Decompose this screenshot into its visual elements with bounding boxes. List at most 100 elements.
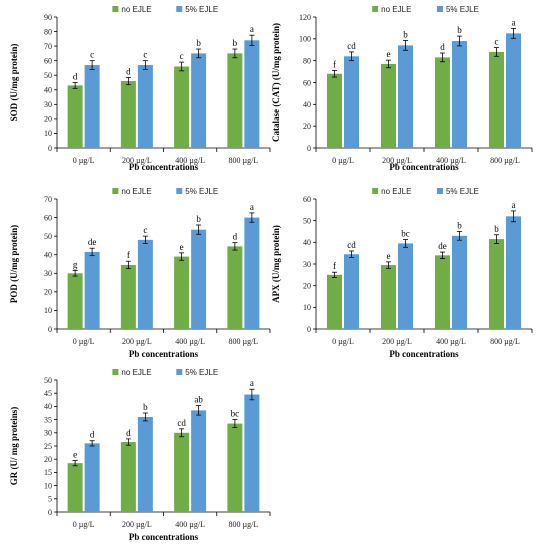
x-tick-label: 0 µg/L — [73, 156, 95, 165]
legend-swatch — [436, 188, 443, 194]
significance-letter: c — [143, 225, 147, 235]
bar — [381, 265, 396, 329]
y-tick-label: 10 — [303, 303, 311, 312]
panel-pod-chart: 0 10 20 30 40 50 60 70 0 µg/L 200 µg/L 400 µg/L 800… — [9, 187, 271, 359]
significance-letter: d — [126, 428, 131, 438]
significance-letter: e — [387, 251, 391, 261]
y-tick-label: 20 — [303, 281, 311, 290]
bar — [244, 394, 260, 512]
y-tick-label: 20 — [44, 115, 52, 124]
bar — [452, 235, 467, 329]
x-axis-title: Pb concentrations — [129, 162, 199, 172]
bar — [435, 57, 450, 149]
y-tick-label: 35 — [44, 415, 52, 424]
significance-letter: b — [196, 38, 201, 48]
significance-letter: b — [196, 214, 201, 224]
legend-label: 5% EJLE — [185, 187, 218, 196]
y-tick-label: 0 — [48, 325, 52, 334]
bar — [344, 254, 359, 329]
y-tick-label: 30 — [44, 269, 52, 278]
x-tick-label: 800 µg/L — [490, 156, 520, 165]
x-axis-title: Pb concentrations — [389, 349, 459, 359]
bar — [244, 217, 260, 329]
legend-label: no EJLE — [121, 368, 151, 377]
bar — [137, 65, 153, 148]
legend-label: no EJLE — [121, 187, 151, 196]
y-tick-label: 50 — [303, 216, 311, 225]
significance-letter: b — [457, 221, 462, 231]
bar — [244, 40, 260, 148]
y-tick-label: 90 — [44, 13, 52, 22]
x-tick-label: 0 µg/L — [332, 337, 354, 346]
significance-letter: bc — [401, 229, 410, 239]
y-tick-label: 50 — [44, 376, 52, 385]
legend-label: 5% EJLE — [185, 5, 218, 14]
y-tick-label: 0 — [48, 144, 52, 153]
y-tick-label: 60 — [303, 78, 311, 87]
y-tick-label: 70 — [44, 195, 52, 204]
bar — [67, 273, 83, 329]
y-tick-label: 40 — [44, 86, 52, 95]
y-tick-label: 80 — [303, 56, 311, 65]
significance-letter: b — [457, 25, 462, 35]
x-tick-label: 200 µg/L — [122, 520, 152, 529]
bar — [506, 33, 521, 148]
panel-apx-chart: 0 10 20 30 40 50 60 0 µg/L 200 µg/L 400 µg/L 800 µ… — [271, 187, 533, 359]
bar — [174, 432, 190, 512]
x-tick-label: 800 µg/L — [229, 337, 259, 346]
significance-letter: b — [233, 38, 238, 48]
significance-letter: d — [90, 430, 95, 440]
legend-label: 5% EJLE — [446, 187, 479, 196]
y-tick-label: 30 — [44, 100, 52, 109]
x-tick-label: 800 µg/L — [229, 520, 259, 529]
y-tick-label: 80 — [44, 27, 52, 36]
significance-letter: cd — [347, 240, 356, 250]
x-tick-label: 0 µg/L — [332, 156, 354, 165]
y-tick-label: 0 — [307, 325, 311, 334]
bar — [137, 416, 153, 512]
x-tick-label: 200 µg/L — [122, 337, 152, 346]
bar — [489, 51, 504, 148]
y-tick-label: 60 — [44, 56, 52, 65]
y-tick-label: 50 — [44, 232, 52, 241]
bar — [137, 239, 153, 329]
bar — [435, 255, 450, 329]
significance-letter: de — [438, 241, 447, 251]
y-tick-label: 40 — [303, 100, 311, 109]
legend-swatch — [112, 188, 119, 194]
y-tick-label: 0 — [307, 144, 311, 153]
bar — [84, 65, 100, 148]
legend-label: no EJLE — [121, 5, 151, 14]
legend-swatch — [176, 188, 183, 194]
significance-letter: a — [512, 17, 516, 27]
y-tick-label: 10 — [44, 129, 52, 138]
y-tick-label: 5 — [48, 495, 52, 504]
y-tick-label: 20 — [303, 122, 311, 131]
y-tick-label: 30 — [44, 429, 52, 438]
y-tick-label: 40 — [44, 402, 52, 411]
bar — [227, 53, 243, 149]
y-axis-title: SOD (U/mg protein) — [9, 44, 19, 122]
panel-sod-chart: 0 10 20 30 40 50 60 70 80 90 0 µg/L 200 µg/L 400 µg/… — [9, 5, 271, 172]
bar — [67, 463, 83, 512]
x-axis-title: Pb concentrations — [389, 162, 459, 172]
significance-letter: ab — [194, 395, 203, 405]
significance-letter: a — [250, 378, 254, 388]
y-axis-title: Catalase (CAT) (U/mg protein) — [271, 23, 281, 142]
significance-letter: a — [250, 202, 254, 212]
bar — [174, 256, 190, 329]
y-axis-title: GR (U/ mg proteins) — [9, 407, 19, 486]
bar — [84, 251, 100, 329]
significance-letter: c — [180, 51, 184, 61]
x-axis-title: Pb concentrations — [129, 532, 199, 542]
panel-cat-chart: 0 20 40 60 80 100 120 0 µg/L 200 µg/L 400 µg/L 800… — [271, 5, 533, 172]
significance-letter: d — [233, 232, 238, 242]
y-tick-label: 0 — [48, 508, 52, 517]
bar — [327, 73, 342, 148]
significance-letter: b — [494, 224, 499, 234]
bar — [174, 66, 190, 148]
y-tick-label: 60 — [303, 195, 311, 204]
bar — [191, 53, 207, 149]
y-tick-label: 15 — [44, 468, 52, 477]
